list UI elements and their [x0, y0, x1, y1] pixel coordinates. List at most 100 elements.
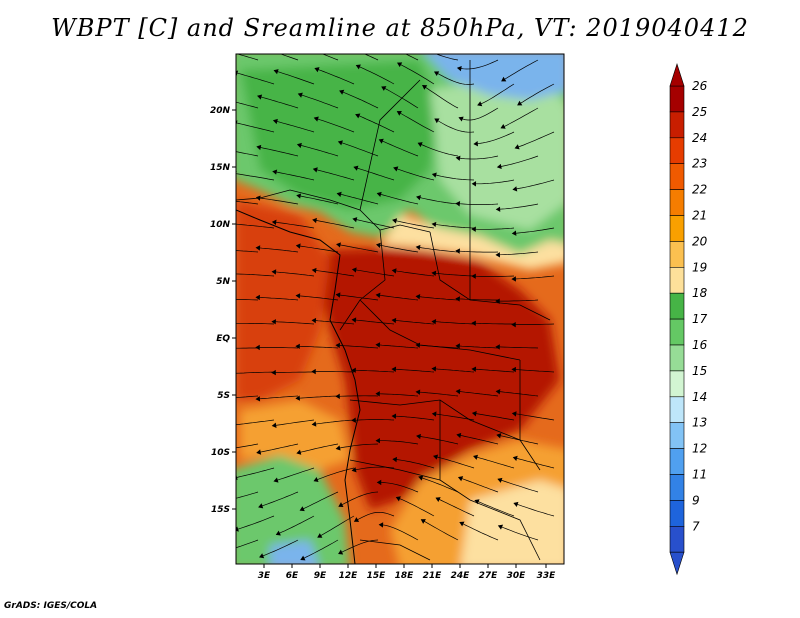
colorbar-swatch — [669, 137, 685, 165]
lon-label: 6E — [286, 571, 299, 581]
streamline-arrow — [295, 293, 301, 299]
streamline-arrow — [259, 553, 265, 559]
streamline — [338, 491, 379, 507]
streamline-arrow — [351, 267, 357, 273]
streamline — [471, 322, 514, 325]
streamline — [392, 458, 435, 469]
streamline — [459, 521, 499, 541]
streamline-arrow — [511, 411, 517, 417]
streamline — [377, 193, 419, 205]
streamline — [256, 146, 299, 157]
streamline-arrow — [375, 342, 381, 348]
streamline — [515, 131, 555, 149]
streamline — [336, 243, 379, 253]
streamline-arrow — [514, 144, 520, 150]
streamline-arrow — [431, 172, 437, 178]
streamline-arrow — [312, 167, 318, 173]
streamline — [379, 139, 419, 157]
streamline-arrow — [299, 506, 305, 512]
streamline-arrow — [351, 317, 357, 323]
streamline — [397, 111, 435, 133]
streamline — [236, 151, 259, 157]
streamline — [236, 515, 275, 531]
streamline-arrow — [473, 141, 478, 147]
colorbar-swatch — [669, 292, 685, 320]
streamline-arrow — [351, 467, 357, 473]
streamline — [236, 54, 259, 61]
streamline — [339, 90, 379, 109]
streamline — [321, 54, 339, 61]
streamline — [500, 107, 539, 129]
streamline-arrow — [495, 344, 500, 350]
streamline-arrow — [471, 320, 476, 326]
streamline-arrow — [396, 111, 402, 116]
streamline-arrow — [455, 388, 461, 395]
lon-label: 24E — [451, 571, 471, 581]
streamline-arrow — [216, 248, 220, 252]
colorbar: 26 25 24 23 22 21 20 19 18 17 16 15 14 13 12 11 9 7 — [669, 63, 708, 576]
streamline-arrow — [255, 344, 260, 351]
streamline — [432, 272, 475, 277]
streamline — [397, 62, 435, 85]
streamline-arrow — [232, 371, 236, 375]
longitude-axis: 3E 6E 9E 12E 15E 18E 21E 24E 27E 30E 33E — [258, 564, 556, 581]
streamline — [416, 196, 459, 205]
streamline — [272, 321, 315, 325]
streamline-arrow — [296, 193, 302, 199]
streamline-arrow — [420, 519, 426, 524]
streamline-arrow — [271, 369, 276, 376]
streamline — [471, 275, 515, 277]
streamline — [512, 275, 555, 280]
lon-label: 9E — [314, 571, 327, 581]
streamline-arrow — [396, 62, 403, 68]
streamline — [335, 395, 379, 397]
streamline — [376, 440, 419, 445]
streamline — [421, 519, 459, 541]
streamline-arrow — [433, 71, 440, 77]
streamline — [376, 393, 419, 397]
streamline — [354, 511, 395, 522]
streamline — [312, 219, 355, 229]
streamline-arrow — [311, 317, 317, 324]
green-light-region — [430, 70, 564, 230]
colorbar-swatch — [669, 525, 685, 553]
streamline — [473, 131, 515, 145]
streamline — [256, 443, 299, 454]
streamline-arrow — [378, 138, 384, 144]
streamline — [314, 117, 355, 133]
grads-credit: GrADS: IGES/COLA — [4, 601, 98, 611]
streamline — [363, 54, 379, 61]
streamline-arrow — [255, 245, 261, 251]
streamline-arrow — [495, 206, 501, 212]
streamline — [456, 155, 499, 160]
streamline-arrow — [296, 449, 302, 455]
streamline — [298, 93, 339, 109]
lon-label: 30E — [507, 571, 527, 581]
streamline — [456, 434, 499, 445]
latitude-axis: 20N 15N 10N 5N EQ 5S 10S 15S — [210, 106, 236, 515]
streamline-arrow — [391, 366, 397, 372]
colorbar-min-arrow — [669, 551, 685, 576]
streamline — [274, 70, 315, 85]
streamline-arrow — [232, 321, 235, 325]
streamline — [456, 345, 499, 349]
streamline — [353, 166, 395, 181]
streamline-arrow — [417, 142, 423, 148]
streamline — [236, 539, 259, 549]
streamline-arrow — [455, 296, 460, 302]
streamline-arrow — [511, 321, 516, 328]
streamline-arrow — [317, 533, 323, 538]
streamline-arrow — [458, 116, 464, 122]
colorbar-label: 11 — [692, 468, 707, 482]
streamline — [313, 168, 355, 181]
streamline-arrow — [391, 317, 397, 324]
streamline-arrow — [335, 393, 340, 400]
streamline-arrow — [351, 367, 356, 373]
streamline-arrow — [353, 517, 360, 522]
lon-label: 21E — [423, 571, 443, 581]
streamline-arrow — [422, 85, 428, 90]
streamline-arrow — [295, 395, 300, 401]
colorbar-swatch — [669, 396, 685, 423]
streamline-arrow — [431, 366, 437, 372]
streamline — [236, 443, 259, 449]
